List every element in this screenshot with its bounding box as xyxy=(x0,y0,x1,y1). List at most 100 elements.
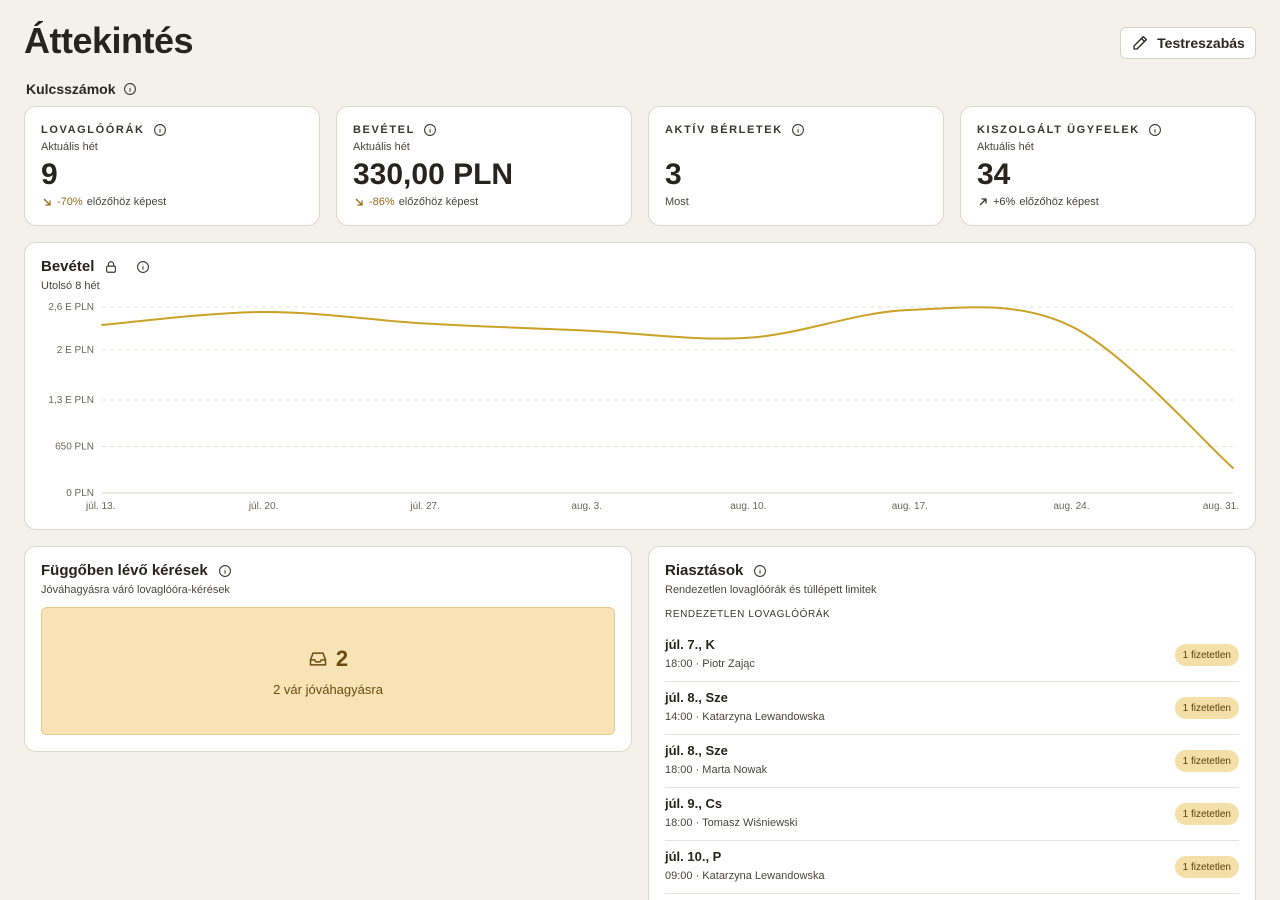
kpi-card-revenue: BEVÉTEL Aktuális hét 330,00 PLN -86% elő… xyxy=(336,106,632,226)
kpi-title-text: AKTÍV BÉRLETEK xyxy=(665,124,783,136)
kpi-subtitle xyxy=(665,141,927,154)
kpi-trend-text: előzőhöz képest xyxy=(398,196,479,208)
info-icon[interactable] xyxy=(218,564,232,578)
kpi-subtitle: Aktuális hét xyxy=(977,141,1034,153)
kpi-trend: +6% előzőhöz képest xyxy=(977,196,1239,208)
info-icon[interactable] xyxy=(1148,123,1162,137)
y-tick-label: 1,3 E PLN xyxy=(48,395,94,406)
alert-meta: 18:00 · Tomasz Wiśniewski xyxy=(665,817,798,829)
kpi-trend-text: előzőhöz képest xyxy=(1019,196,1099,208)
alert-date: júl. 7., K xyxy=(665,637,715,652)
info-icon[interactable] xyxy=(791,123,805,137)
kpi-card-passes: AKTÍV BÉRLETEK 3 Most xyxy=(648,106,944,226)
revenue-chart-card: 0 PLN 650 PLN 1,3 E PLN 2 E PLN 2,6 E PLN júl… xyxy=(24,242,1256,530)
alert-date: júl. 10., P xyxy=(665,849,722,864)
list-item[interactable]: júl. 8., Sze 14:00 · Katarzyna Lewandows… xyxy=(665,682,1239,735)
kpi-title: AKTÍV BÉRLETEK xyxy=(665,123,927,137)
info-icon[interactable] xyxy=(423,123,437,137)
kpi-title: KISZOLGÁLT ÜGYFELEK xyxy=(977,123,1239,137)
pending-count: 2 xyxy=(308,646,348,672)
x-tick-label: júl. 20. xyxy=(248,501,278,512)
pending-subtitle: Jóváhagyásra váró lovaglóóra-kérések xyxy=(41,584,230,596)
alert-date: júl. 8., Sze xyxy=(665,743,728,758)
alert-meta: 14:00 · Katarzyna Lewandowska xyxy=(665,711,825,723)
list-item[interactable]: júl. 8., Sze 18:00 · Marta Nowak 1 fizet… xyxy=(665,735,1239,788)
unpaid-badge: 1 fizetetlen xyxy=(1174,856,1239,878)
alerts-card: Riasztások Rendezetlen lovaglóórák és tú… xyxy=(648,546,1256,900)
alerts-subtitle: Rendezetlen lovaglóórák és túllépett lim… xyxy=(665,584,877,596)
lock-icon[interactable] xyxy=(104,260,118,274)
info-icon[interactable] xyxy=(753,564,767,578)
kpi-title-text: LOVAGLÓÓRÁK xyxy=(41,124,145,136)
alert-date: júl. 9., Cs xyxy=(665,796,723,811)
info-icon[interactable] xyxy=(136,260,150,274)
list-item[interactable]: júl. 10., P 09:00 · Katarzyna Lewandowsk… xyxy=(665,841,1239,894)
kpi-subtitle: Aktuális hét xyxy=(41,141,98,153)
pencil-icon xyxy=(1133,35,1148,50)
alerts-section-label: RENDEZETLEN LOVAGLÓÓRÁK xyxy=(665,609,831,620)
list-item[interactable]: júl. 9., Cs 18:00 · Tomasz Wiśniewski 1 … xyxy=(665,788,1239,841)
kpi-title-text: BEVÉTEL xyxy=(353,124,415,136)
kpi-trend: -70% előzőhöz képest xyxy=(41,196,303,208)
x-tick-label: júl. 13. xyxy=(85,501,115,512)
kpi-section-label: Kulcsszámok xyxy=(26,81,137,97)
kpi-title-text: KISZOLGÁLT ÜGYFELEK xyxy=(977,124,1140,136)
alerts-title-text: Riasztások xyxy=(665,562,744,579)
revenue-chart: 0 PLN 650 PLN 1,3 E PLN 2 E PLN 2,6 E PLN júl… xyxy=(48,302,1239,512)
x-tick-label: aug. 31. xyxy=(1203,501,1239,512)
pending-requests-box[interactable]: 2 2 vár jóváhagyásra xyxy=(41,607,615,735)
customize-button-label: Testreszabás xyxy=(1157,35,1245,51)
kpi-title: BEVÉTEL xyxy=(353,123,615,137)
customize-button[interactable]: Testreszabás xyxy=(1120,27,1256,59)
page-title: Áttekintés xyxy=(24,20,194,61)
kpi-value: 9 xyxy=(41,158,58,191)
pending-text: 2 vár jóváhagyásra xyxy=(273,681,383,697)
kpi-card-clients: KISZOLGÁLT ÜGYFELEK Aktuális hét 34 +6% … xyxy=(960,106,1256,226)
y-tick-label: 2,6 E PLN xyxy=(48,302,94,313)
info-icon[interactable] xyxy=(123,82,137,96)
kpi-trend-text: előzőhöz képest xyxy=(86,196,167,208)
kpi-title: LOVAGLÓÓRÁK xyxy=(41,123,303,137)
alerts-title: Riasztások xyxy=(665,562,767,579)
kpi-note: Most xyxy=(665,196,927,208)
x-tick-label: aug. 24. xyxy=(1053,501,1089,512)
chart-subtitle: Utolsó 8 hét xyxy=(41,280,100,292)
kpi-delta: -70% xyxy=(57,196,83,208)
pending-title: Függőben lévő kérések xyxy=(41,562,232,579)
list-item[interactable]: júl. 7., K 18:00 · Piotr Zając 1 fizetet… xyxy=(665,629,1239,682)
chart-title: Bevétel xyxy=(41,258,95,275)
y-tick-label: 0 PLN xyxy=(66,488,94,499)
unpaid-badge: 1 fizetetlen xyxy=(1174,750,1239,772)
arrow-up-right-icon xyxy=(979,198,987,206)
arrow-down-right-icon xyxy=(43,198,51,206)
alert-date: júl. 8., Sze xyxy=(665,690,728,705)
alert-meta: 18:00 · Piotr Zając xyxy=(665,658,755,670)
unpaid-badge: 1 fizetetlen xyxy=(1174,697,1239,719)
x-tick-label: aug. 3. xyxy=(571,501,602,512)
kpi-subtitle: Aktuális hét xyxy=(353,141,410,153)
kpi-card-lessons: LOVAGLÓÓRÁK Aktuális hét 9 -70% előzőhöz… xyxy=(24,106,320,226)
kpi-note-text: Most xyxy=(665,196,689,208)
kpi-delta: -86% xyxy=(369,196,395,208)
kpi-section-label-text: Kulcsszámok xyxy=(26,81,116,97)
pending-count-value: 2 xyxy=(335,645,349,671)
x-tick-label: aug. 10. xyxy=(730,501,766,512)
alert-meta: 09:00 · Katarzyna Lewandowska xyxy=(665,870,825,882)
kpi-delta: +6% xyxy=(993,196,1016,208)
info-icon[interactable] xyxy=(153,123,167,137)
chart-header: Bevétel xyxy=(41,258,150,275)
pending-title-text: Függőben lévő kérések xyxy=(41,562,208,579)
kpi-value: 34 xyxy=(977,158,1011,191)
alert-meta: 18:00 · Marta Nowak xyxy=(665,764,768,776)
x-tick-label: júl. 27. xyxy=(409,501,439,512)
y-tick-label: 2 E PLN xyxy=(57,345,94,356)
inbox-icon xyxy=(309,651,327,666)
alerts-list: júl. 7., K 18:00 · Piotr Zając 1 fizetet… xyxy=(665,629,1239,894)
arrow-down-right-icon xyxy=(355,198,363,206)
kpi-value: 330,00 PLN xyxy=(353,158,514,191)
unpaid-badge: 1 fizetetlen xyxy=(1174,644,1239,666)
unpaid-badge: 1 fizetetlen xyxy=(1174,803,1239,825)
kpi-trend: -86% előzőhöz képest xyxy=(353,196,615,208)
pending-requests-card: Függőben lévő kérések Jóváhagyásra váró … xyxy=(24,546,632,752)
kpi-value: 3 xyxy=(665,158,682,191)
